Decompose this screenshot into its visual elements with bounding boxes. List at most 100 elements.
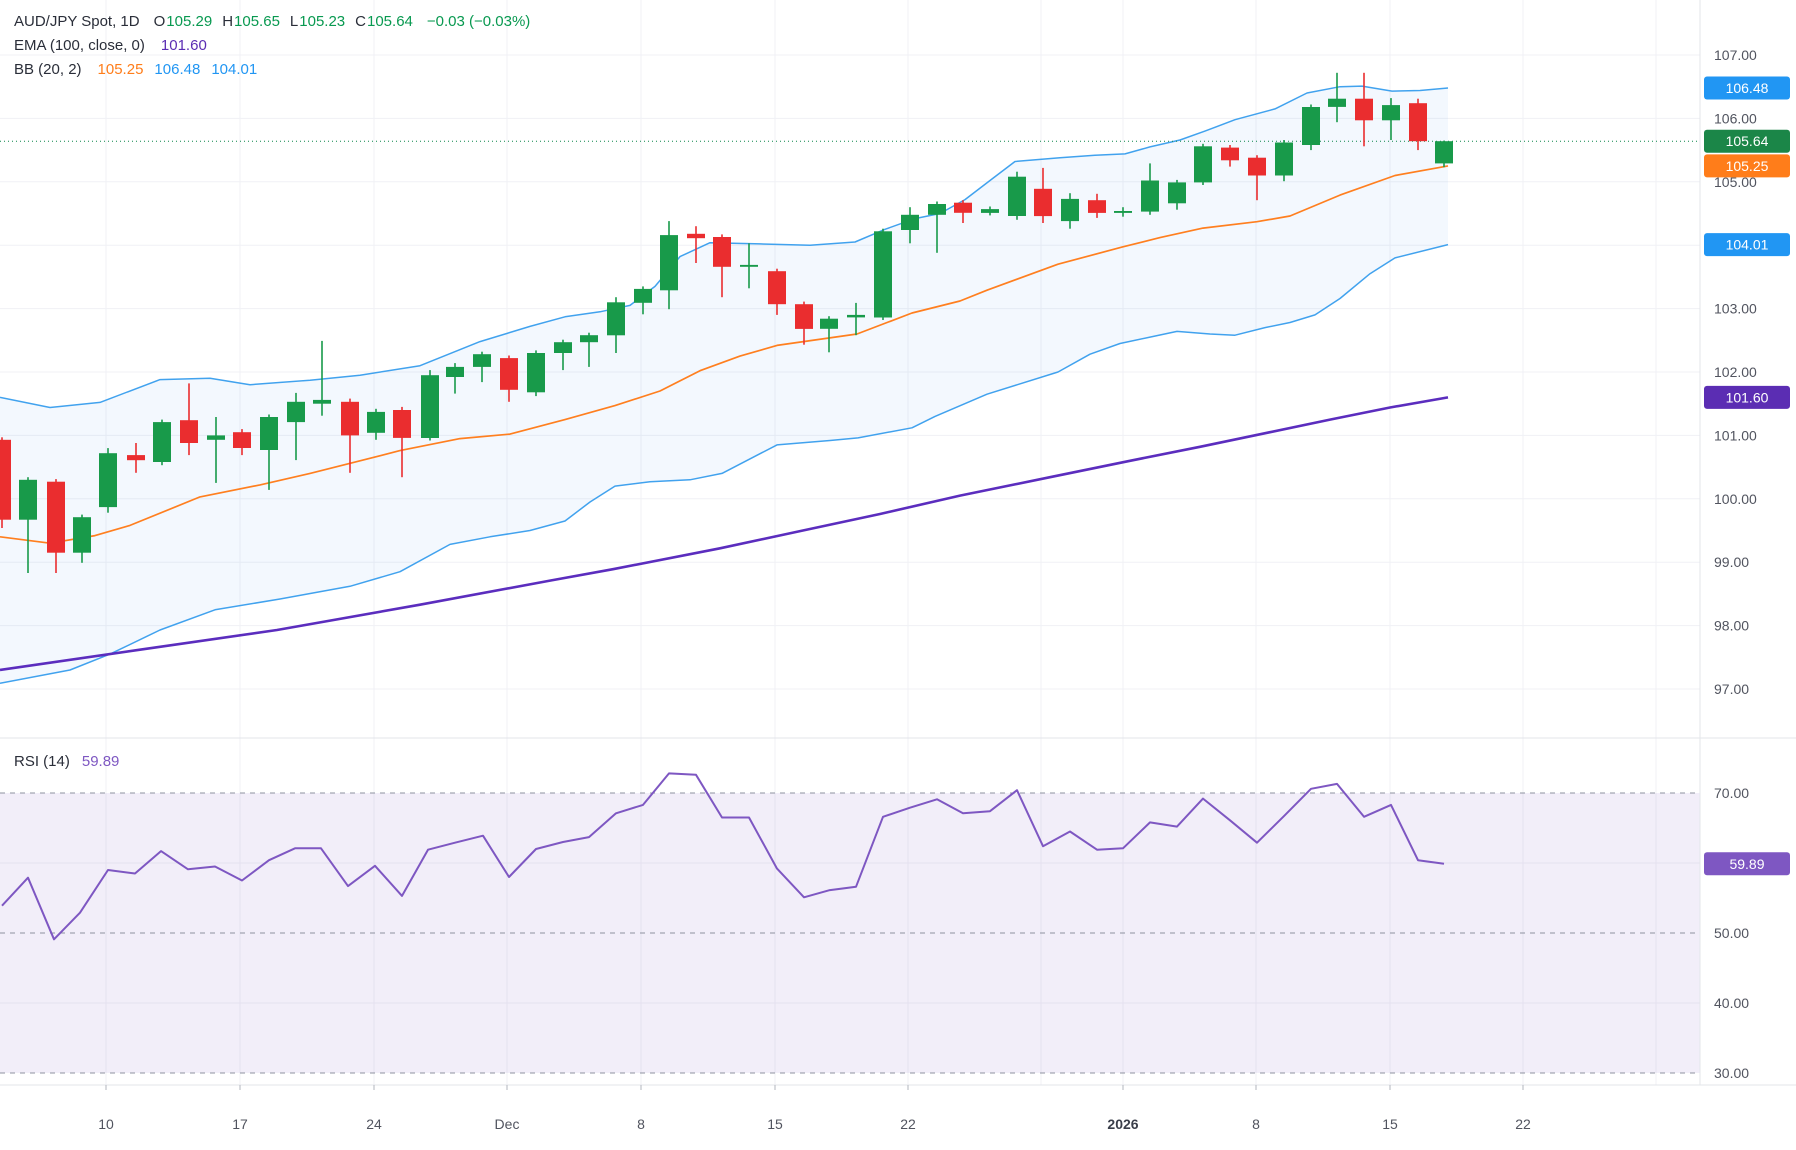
candle-body (928, 204, 946, 215)
candle-down (233, 429, 251, 456)
candle-up (313, 340, 331, 416)
candle-up (1008, 171, 1026, 220)
candle-up (527, 350, 545, 397)
axis-badge-59.89[interactable]: 59.89 (1704, 852, 1790, 876)
candle-body (954, 202, 972, 213)
price-tick-label: 105.00 (1714, 174, 1757, 190)
rsi-value: 59.89 (81, 753, 120, 770)
rsi-tick-label: 70.00 (1714, 785, 1749, 801)
candle-body (393, 410, 411, 438)
close-value: C105.64 (355, 13, 413, 30)
candle-body (1168, 182, 1186, 204)
candle-body (233, 432, 251, 448)
time-tick-label: 8 (1252, 1116, 1260, 1132)
axis-value-badges[interactable]: 106.48 105.64 105.25 104.01 101.60 59.89 (1704, 76, 1790, 876)
candle-down (1248, 155, 1266, 201)
bb-legend-row: BB (20, 2) 105.25 106.48 104.01 (14, 58, 530, 82)
open-label: O (153, 13, 166, 30)
price-tick-label: 102.00 (1714, 364, 1757, 380)
ema-legend-row: EMA (100, close, 0) 101.60 (14, 34, 530, 58)
time-tick-label: 15 (1382, 1116, 1398, 1132)
bollinger-bands (0, 85, 1449, 685)
candle-body (0, 439, 11, 520)
candle-up (473, 351, 491, 383)
time-tick-label: Dec (495, 1116, 520, 1132)
time-tick-label: 15 (767, 1116, 783, 1132)
ema-value: 101.60 (160, 37, 207, 54)
candle-body (820, 318, 838, 329)
candle-up (1435, 140, 1453, 168)
axis-badge-104.01[interactable]: 104.01 (1704, 233, 1790, 257)
time-tick-label: 24 (366, 1116, 382, 1132)
candle-body (341, 401, 359, 436)
candle-down (1088, 193, 1106, 218)
candle-up (260, 414, 278, 490)
candle-up (207, 417, 225, 483)
time-axis[interactable]: 10 17 24 Dec 8 15 22 2026 8 15 22 (98, 1085, 1531, 1132)
time-tick-label: 17 (232, 1116, 248, 1132)
svg-text:105.25: 105.25 (1726, 158, 1769, 174)
candle-body (1435, 141, 1453, 164)
ema-100-line (0, 396, 1449, 672)
axis-badge-105.64[interactable]: 105.64 (1704, 129, 1790, 153)
candle-body (1409, 103, 1427, 142)
bollinger-fill (0, 86, 1448, 684)
price-tick-label: 101.00 (1714, 427, 1757, 443)
high-value: H105.65 (222, 13, 280, 30)
candle-up (607, 297, 625, 353)
candle-up (1168, 179, 1186, 210)
candle-up (1061, 193, 1079, 229)
candle-down (1221, 145, 1239, 167)
bb-upper-value: 106.48 (154, 61, 201, 78)
rsi-legend-row: RSI (14) 59.89 (14, 750, 119, 774)
candle-body (127, 455, 145, 461)
candle-down (127, 443, 145, 473)
candle-body (367, 411, 385, 433)
candle-body (1114, 211, 1132, 213)
candle-body (901, 214, 919, 230)
candle-up (19, 477, 37, 573)
candle-down (954, 200, 972, 223)
candle-up (580, 332, 598, 367)
candle-up (901, 207, 919, 244)
candle-down (1355, 72, 1373, 147)
axis-badge-105.25[interactable]: 105.25 (1704, 154, 1790, 178)
axis-badge-101.60[interactable]: 101.60 (1704, 385, 1790, 409)
candle-body (1088, 200, 1106, 213)
candle-up (73, 514, 91, 563)
candle-body (1248, 157, 1266, 176)
candle-body (1194, 146, 1212, 183)
candle-body (554, 342, 572, 353)
price-tick-label: 99.00 (1714, 554, 1749, 570)
candle-up (820, 316, 838, 353)
candle-body (287, 401, 305, 423)
svg-text:104.01: 104.01 (1726, 237, 1769, 253)
candle-up (446, 363, 464, 394)
candle-up (1114, 207, 1132, 217)
candle-up (634, 286, 652, 315)
low-number: 105.23 (299, 13, 346, 30)
candle-up (1194, 143, 1212, 185)
candle-body (73, 517, 91, 553)
axis-badge-106.48[interactable]: 106.48 (1704, 76, 1790, 100)
candle-body (687, 233, 705, 239)
high-number: 105.65 (234, 13, 280, 30)
bb-basis-value: 105.25 (97, 61, 144, 78)
candle-body (795, 304, 813, 329)
close-number: 105.64 (367, 13, 413, 30)
candle-body (19, 479, 37, 520)
time-tick-label: 2026 (1107, 1116, 1138, 1132)
candle-body (1355, 98, 1373, 121)
candle-up (367, 408, 385, 440)
candle-up (847, 302, 865, 336)
time-tick-label: 22 (900, 1116, 916, 1132)
candle-body (634, 288, 652, 303)
candle-down (687, 226, 705, 263)
candle-body (1275, 142, 1293, 176)
rsi-tick-label: 50.00 (1714, 925, 1749, 941)
candle-down (1409, 98, 1427, 151)
candle-body (660, 235, 678, 291)
candle-body (1382, 105, 1400, 121)
